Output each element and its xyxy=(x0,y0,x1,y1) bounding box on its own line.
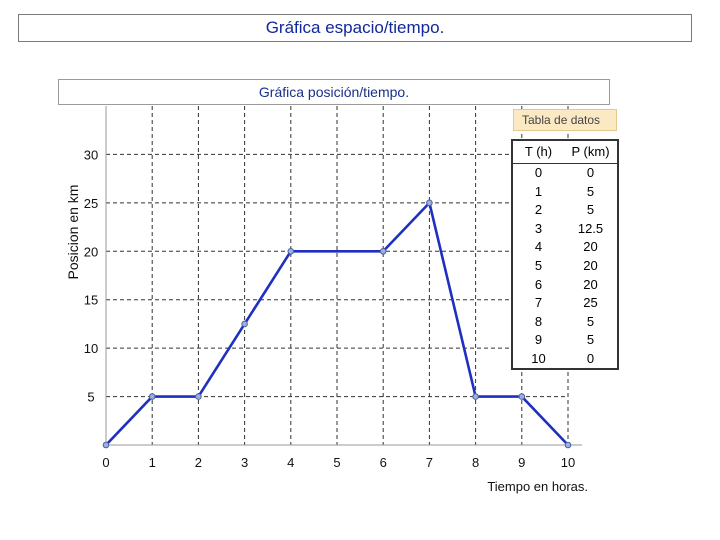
table-cell-time: 3 xyxy=(534,220,543,236)
table-cell-time: 1 xyxy=(534,183,543,199)
series-points xyxy=(102,199,572,449)
y-axis-label: Posicion en km xyxy=(65,185,81,280)
table-cell-time: 10 xyxy=(531,350,546,366)
table-body: 0 0 1 5 2 5 3 12.5 4 20 5 20 6 20 7 25 8 5 9 5 10 0 xyxy=(513,164,617,369)
x-tick-label: 2 xyxy=(195,455,202,470)
table-cell-position: 5 xyxy=(586,313,595,329)
y-tick-label: 15 xyxy=(84,293,98,308)
table-cell-time: 0 xyxy=(534,165,543,180)
table-cell-time: 9 xyxy=(534,332,543,348)
data-table: T (h) P (km) 0 0 1 5 2 5 3 12.5 4 20 5 20 6 20 7 25 8 5 9 5… xyxy=(511,139,619,370)
table-header-position: P (km) xyxy=(571,144,610,159)
y-tick-label: 20 xyxy=(84,244,98,259)
table-row: 10 0 xyxy=(513,350,617,369)
slide-title-box: Gráfica espacio/tiempo. xyxy=(18,14,692,42)
x-tick-label: 4 xyxy=(287,455,294,470)
slide-title: Gráfica espacio/tiempo. xyxy=(265,18,445,37)
series-line-layer xyxy=(105,201,569,446)
table-row: 6 20 xyxy=(513,276,617,295)
x-tick-label: 8 xyxy=(472,455,479,470)
data-point xyxy=(241,320,248,328)
x-tick-label: 10 xyxy=(561,455,575,470)
table-row: 5 20 xyxy=(513,257,617,276)
y-tick-label: 25 xyxy=(84,196,98,211)
table-cell-position: 12.5 xyxy=(577,220,604,236)
data-point xyxy=(102,441,110,449)
x-tick-label: 5 xyxy=(333,455,340,470)
table-cell-position: 25 xyxy=(583,295,598,311)
data-point xyxy=(148,393,156,400)
y-tick-label: 30 xyxy=(84,147,98,162)
x-tick-label: 9 xyxy=(518,455,525,470)
x-tick-labels: 0 1 2 3 4 5 6 7 8 9 10 xyxy=(102,455,575,470)
data-point xyxy=(287,247,295,255)
y-tick-label: 10 xyxy=(84,341,98,356)
chart-title: Gráfica posición/tiempo. xyxy=(258,84,410,100)
table-header-row: T (h) P (km) xyxy=(513,141,617,164)
table-cell-time: 5 xyxy=(534,257,543,273)
data-point xyxy=(518,393,526,400)
data-point xyxy=(379,247,387,255)
data-table-title: Tabla de datos xyxy=(513,109,617,131)
table-cell-position: 0 xyxy=(586,350,595,366)
data-point xyxy=(195,393,202,400)
table-cell-position: 0 xyxy=(586,165,595,180)
table-cell-position: 20 xyxy=(583,257,598,273)
data-point xyxy=(426,199,433,207)
x-tick-label: 1 xyxy=(149,455,156,470)
x-tick-label: 7 xyxy=(426,455,433,470)
table-cell-position: 5 xyxy=(586,183,595,199)
table-cell-position: 5 xyxy=(586,332,595,348)
chart-grid xyxy=(106,106,569,445)
data-point xyxy=(564,441,572,449)
table-row: 7 25 xyxy=(513,294,617,313)
chart-title-box: Gráfica posición/tiempo. xyxy=(58,79,610,105)
x-tick-label: 0 xyxy=(102,455,109,470)
table-cell-time: 2 xyxy=(534,202,543,218)
series-line xyxy=(105,201,569,446)
table-cell-time: 4 xyxy=(534,239,543,255)
x-tick-label: 6 xyxy=(380,455,387,470)
table-cell-position: 20 xyxy=(583,239,598,255)
table-cell-time: 8 xyxy=(534,313,543,329)
y-tick-label: 5 xyxy=(87,390,94,405)
table-cell-position: 20 xyxy=(583,276,598,292)
table-row: 4 20 xyxy=(513,238,617,257)
data-point xyxy=(472,393,479,400)
chart-axes xyxy=(105,106,582,446)
table-cell-time: 6 xyxy=(534,276,543,292)
x-tick-label: 3 xyxy=(241,455,248,470)
table-cell-position: 5 xyxy=(586,202,595,218)
x-axis-label: Tiempo en horas. xyxy=(487,479,588,494)
y-tick-labels: 5 10 15 20 25 30 xyxy=(84,147,98,404)
table-header-time: T (h) xyxy=(524,144,553,159)
table-row: 3 12.5 xyxy=(513,220,617,239)
table-cell-time: 7 xyxy=(534,295,543,311)
